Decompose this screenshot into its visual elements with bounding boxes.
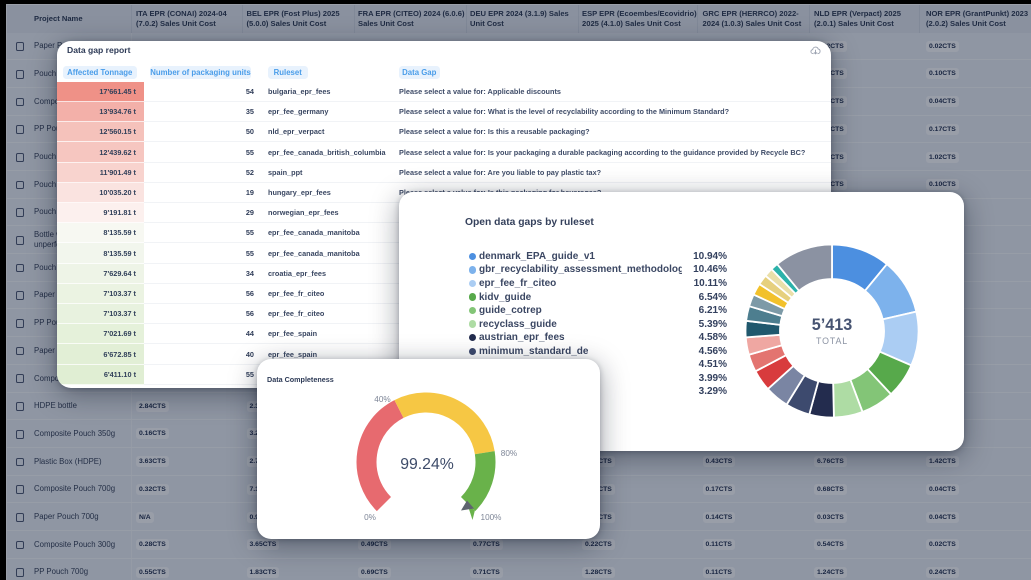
svg-text:80%: 80% [500, 449, 516, 458]
svg-text:100%: 100% [480, 513, 501, 522]
svg-text:0%: 0% [364, 513, 376, 522]
svg-text:40%: 40% [374, 395, 390, 404]
